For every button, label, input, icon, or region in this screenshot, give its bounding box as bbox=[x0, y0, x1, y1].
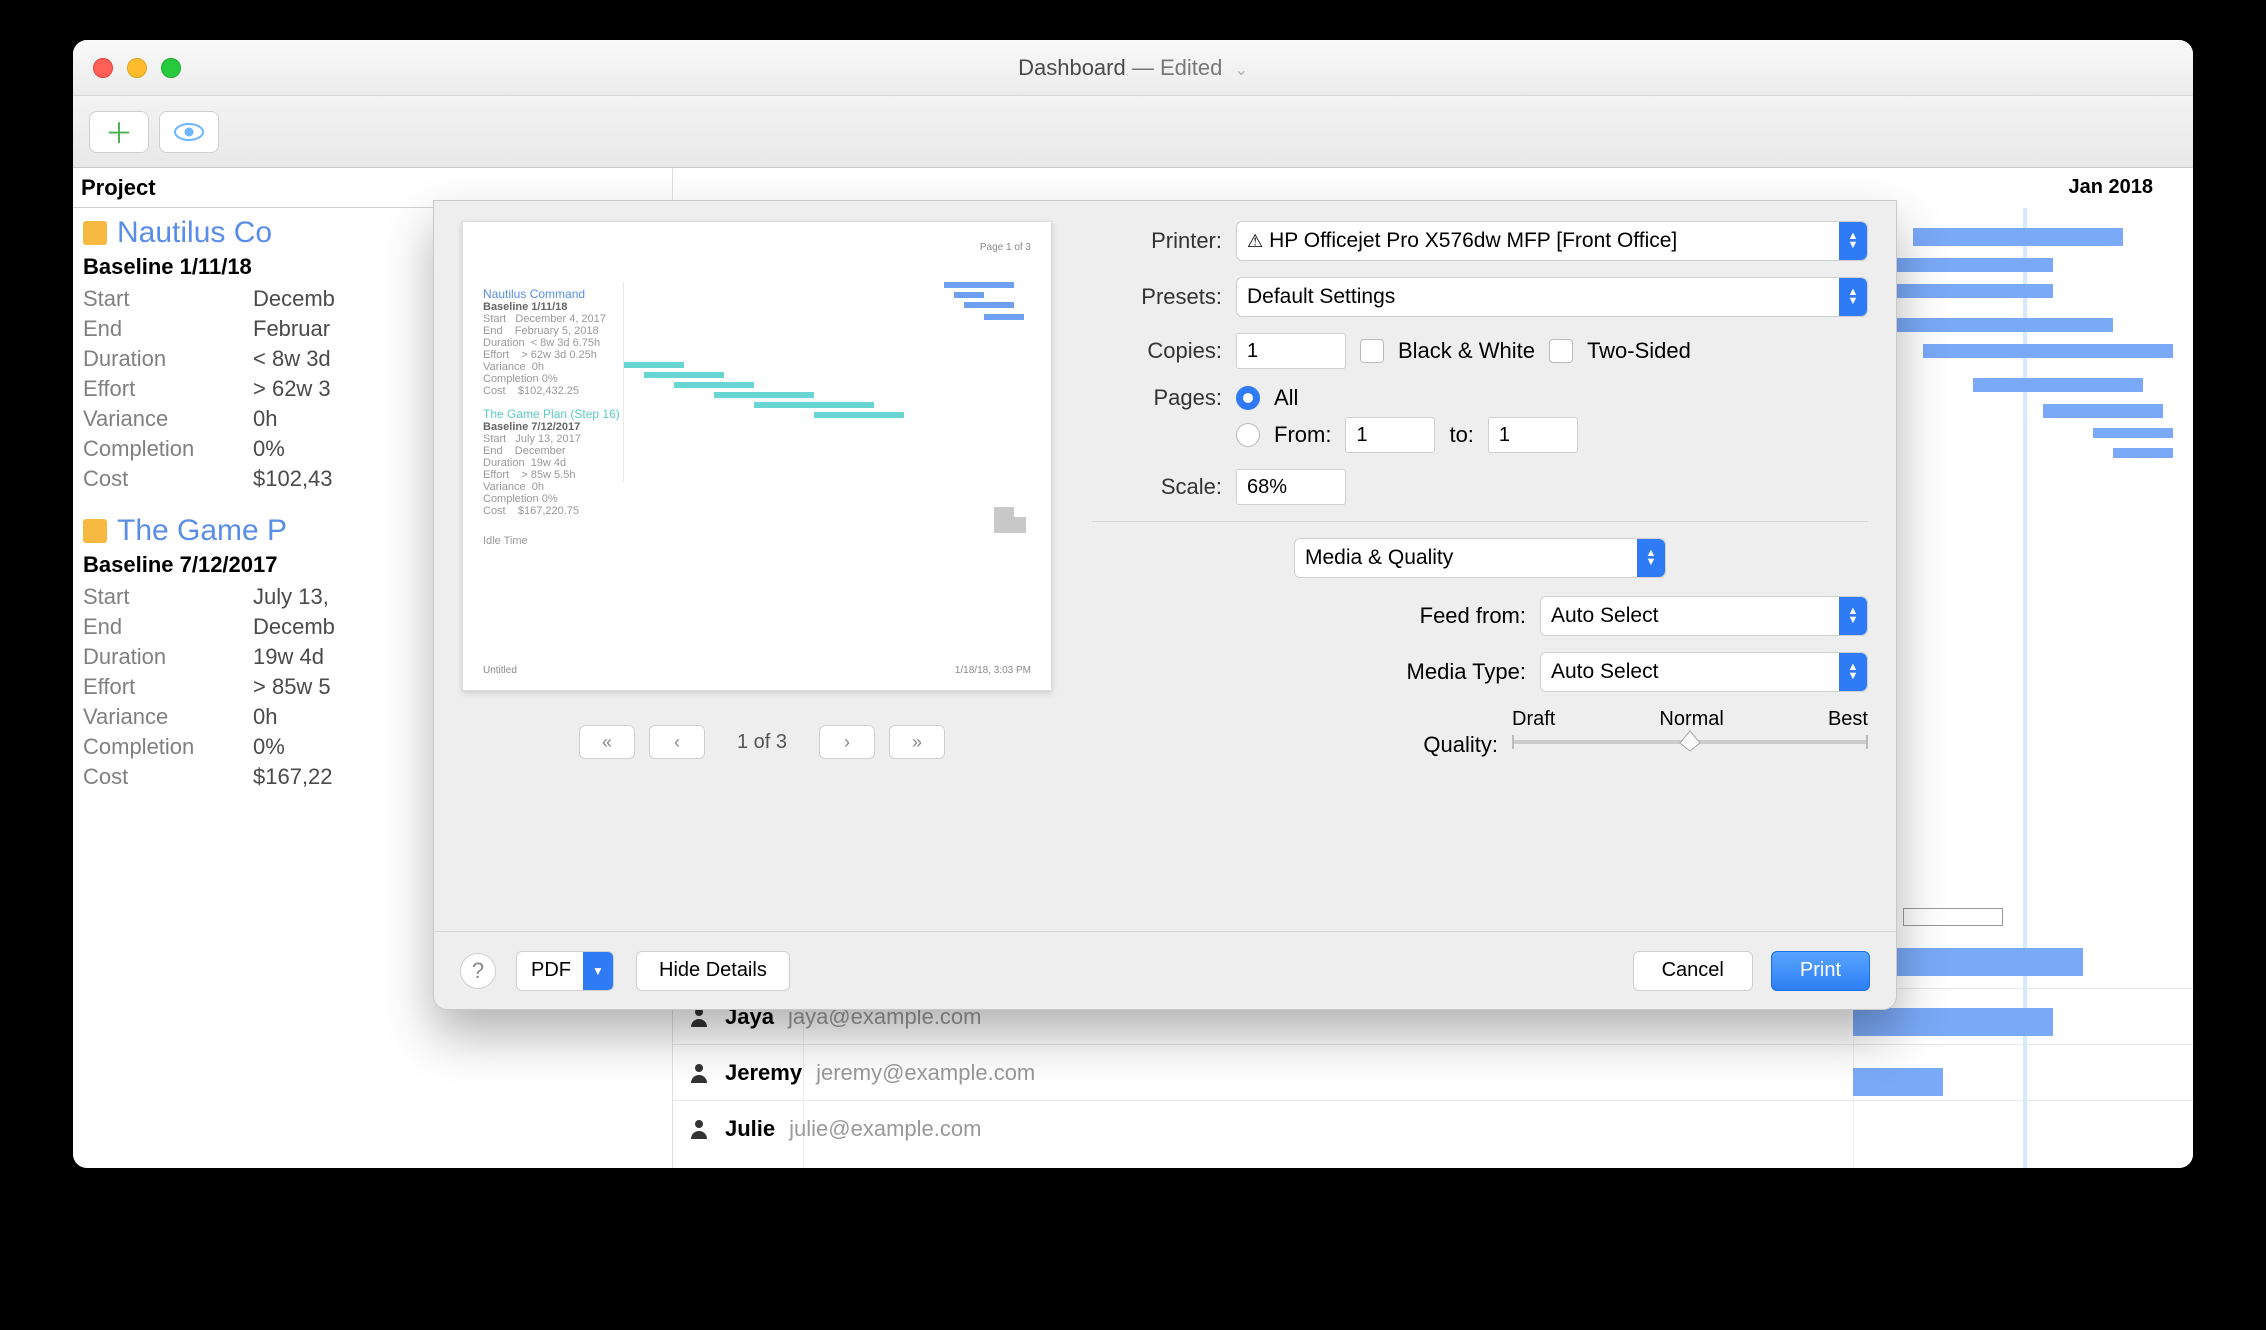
presets-select[interactable]: Default Settings ▲▼ bbox=[1236, 277, 1868, 317]
project-title: The Game P bbox=[117, 514, 287, 548]
last-page-button[interactable]: » bbox=[889, 725, 945, 759]
help-button[interactable]: ? bbox=[460, 953, 496, 989]
slider-thumb-icon[interactable] bbox=[1678, 729, 1702, 753]
hide-details-button[interactable]: Hide Details bbox=[636, 951, 790, 991]
warning-icon: ⚠︎ bbox=[1247, 231, 1263, 252]
page-indicator: 1 of 3 bbox=[737, 731, 787, 754]
scale-input[interactable]: 68% bbox=[1236, 469, 1346, 505]
cancel-button[interactable]: Cancel bbox=[1633, 951, 1753, 991]
two-sided-checkbox[interactable] bbox=[1549, 339, 1573, 363]
people-list: Jaya jaya@example.com Jeremy jeremy@exam… bbox=[673, 988, 2193, 1168]
project-icon bbox=[83, 221, 107, 245]
app-window: Dashboard — Edited ⌄ ＋ Project Nautilus … bbox=[73, 40, 2193, 1168]
close-icon[interactable] bbox=[93, 58, 113, 78]
minimize-icon[interactable] bbox=[127, 58, 147, 78]
project-icon bbox=[83, 519, 107, 543]
person-icon bbox=[687, 1117, 711, 1141]
preview-button[interactable] bbox=[159, 111, 219, 153]
printer-select[interactable]: ⚠︎ HP Officejet Pro X576dw MFP [Front Of… bbox=[1236, 221, 1868, 261]
chevron-down-icon: ▼ bbox=[583, 952, 613, 990]
pages-from-input[interactable]: 1 bbox=[1345, 417, 1435, 453]
person-row[interactable]: Julie julie@example.com bbox=[673, 1100, 2193, 1156]
copies-input[interactable]: 1 bbox=[1236, 333, 1346, 369]
print-preview-page: Page 1 of 3 Nautilus Command Baseline 1/… bbox=[462, 221, 1052, 691]
stepper-icon: ▲▼ bbox=[1839, 222, 1867, 260]
toolbar: ＋ bbox=[73, 96, 2193, 168]
pdf-menu-button[interactable]: PDF ▼ bbox=[516, 951, 614, 991]
preview-pagination: « ‹ 1 of 3 › » bbox=[462, 725, 1062, 759]
window-title[interactable]: Dashboard — Edited ⌄ bbox=[73, 55, 2193, 81]
chevron-down-icon: ⌄ bbox=[1234, 62, 1247, 79]
print-dialog: Page 1 of 3 Nautilus Command Baseline 1/… bbox=[433, 200, 1897, 1010]
black-white-checkbox[interactable] bbox=[1360, 339, 1384, 363]
pages-to-input[interactable]: 1 bbox=[1488, 417, 1578, 453]
prev-page-button[interactable]: ‹ bbox=[649, 725, 705, 759]
person-icon bbox=[687, 1061, 711, 1085]
next-page-button[interactable]: › bbox=[819, 725, 875, 759]
timeline-month: Jan 2018 bbox=[2068, 176, 2153, 199]
first-page-button[interactable]: « bbox=[579, 725, 635, 759]
zoom-icon[interactable] bbox=[161, 58, 181, 78]
print-section-select[interactable]: Media & Quality▲▼ bbox=[1294, 538, 1666, 578]
pages-all-radio[interactable] bbox=[1236, 386, 1260, 410]
titlebar: Dashboard — Edited ⌄ bbox=[73, 40, 2193, 96]
quality-slider[interactable] bbox=[1512, 735, 1868, 749]
pages-range-radio[interactable] bbox=[1236, 423, 1260, 447]
media-type-select[interactable]: Auto Select▲▼ bbox=[1540, 652, 1868, 692]
print-button[interactable]: Print bbox=[1771, 951, 1870, 991]
person-row[interactable]: Jeremy jeremy@example.com bbox=[673, 1044, 2193, 1100]
feed-from-select[interactable]: Auto Select▲▼ bbox=[1540, 596, 1868, 636]
project-title: Nautilus Co bbox=[117, 216, 272, 250]
add-button[interactable]: ＋ bbox=[89, 111, 149, 153]
